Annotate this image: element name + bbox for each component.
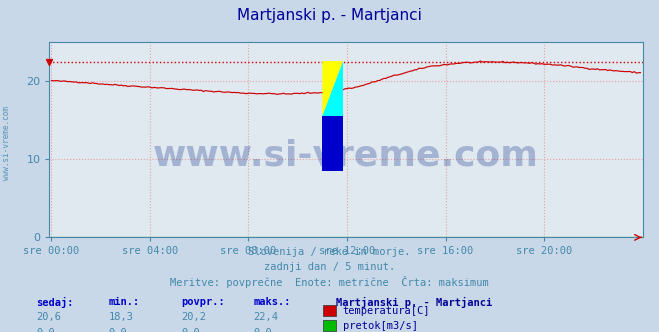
Text: 0,0: 0,0 bbox=[109, 328, 127, 332]
Bar bbox=[322, 116, 343, 171]
Text: 20,6: 20,6 bbox=[36, 312, 61, 322]
Text: maks.:: maks.: bbox=[254, 297, 291, 307]
Text: pretok[m3/s]: pretok[m3/s] bbox=[343, 321, 418, 331]
Text: min.:: min.: bbox=[109, 297, 140, 307]
Text: zadnji dan / 5 minut.: zadnji dan / 5 minut. bbox=[264, 262, 395, 272]
Text: 22,4: 22,4 bbox=[254, 312, 279, 322]
Text: Martjanski p. - Martjanci: Martjanski p. - Martjanci bbox=[237, 8, 422, 23]
Text: 0,0: 0,0 bbox=[36, 328, 55, 332]
Text: sedaj:: sedaj: bbox=[36, 297, 74, 308]
Text: 0,0: 0,0 bbox=[181, 328, 200, 332]
Polygon shape bbox=[322, 61, 343, 116]
Polygon shape bbox=[322, 61, 343, 116]
Text: www.si-vreme.com: www.si-vreme.com bbox=[153, 138, 539, 172]
Text: 0,0: 0,0 bbox=[254, 328, 272, 332]
Text: temperatura[C]: temperatura[C] bbox=[343, 306, 430, 316]
Text: Slovenija / reke in morje.: Slovenija / reke in morje. bbox=[248, 247, 411, 257]
Text: www.si-vreme.com: www.si-vreme.com bbox=[2, 106, 11, 180]
Text: povpr.:: povpr.: bbox=[181, 297, 225, 307]
Text: Martjanski p. - Martjanci: Martjanski p. - Martjanci bbox=[336, 297, 492, 308]
Text: 18,3: 18,3 bbox=[109, 312, 134, 322]
Text: Meritve: povprečne  Enote: metrične  Črta: maksimum: Meritve: povprečne Enote: metrične Črta:… bbox=[170, 276, 489, 288]
Text: 20,2: 20,2 bbox=[181, 312, 206, 322]
